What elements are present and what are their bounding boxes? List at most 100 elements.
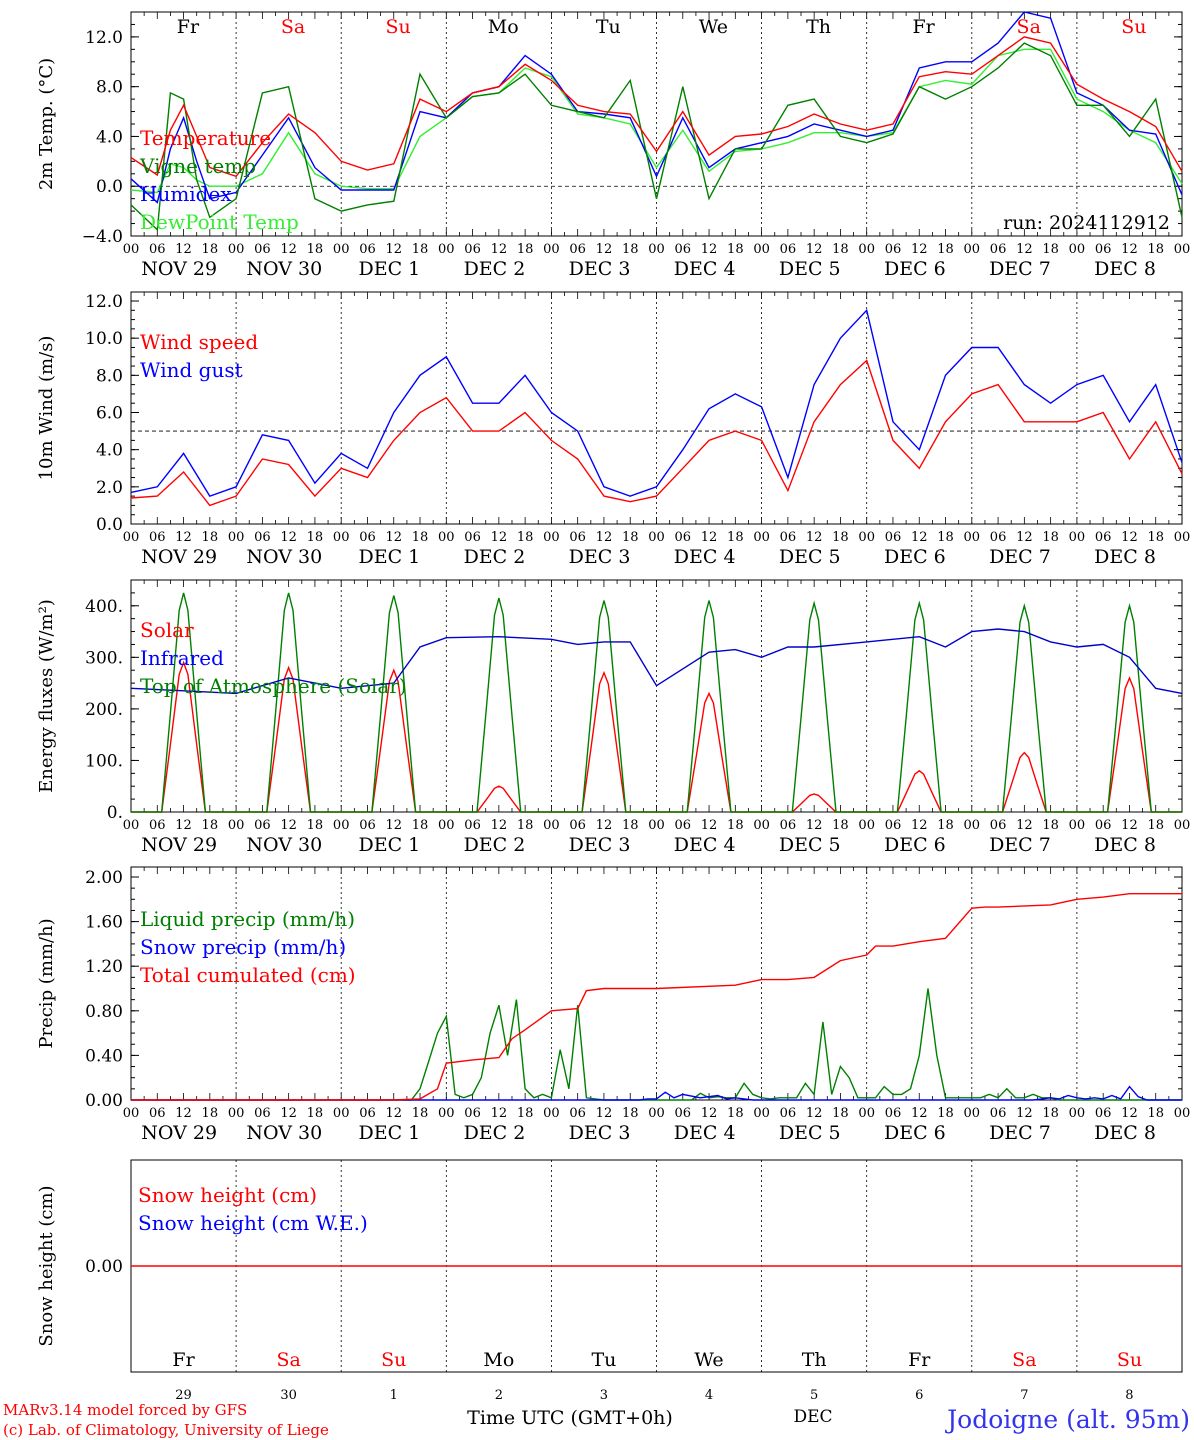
hour-tick-label: 12 — [385, 818, 402, 833]
day-number-label: 3 — [600, 1388, 608, 1403]
footer-copyright: (c) Lab. of Climatology, University of L… — [3, 1421, 329, 1439]
weekday-label: Sa — [276, 1349, 300, 1371]
hour-tick-label: 12 — [1121, 242, 1138, 257]
y-tick-label: 0.0 — [96, 177, 123, 197]
hour-tick-label: 00 — [543, 1106, 560, 1121]
hour-tick-label: 12 — [806, 818, 823, 833]
y-tick-label: 0.40 — [85, 1046, 123, 1066]
hour-tick-label: 00 — [438, 1106, 455, 1121]
hour-tick-label: 18 — [1147, 242, 1164, 257]
weekday-label: Sa — [1012, 1349, 1036, 1371]
hour-tick-label: 12 — [911, 530, 928, 545]
weekday-label: Fr — [177, 16, 200, 38]
y-tick-label: 12.0 — [85, 292, 123, 312]
date-label: NOV 30 — [246, 546, 322, 568]
date-label: DEC 6 — [884, 1122, 946, 1144]
hour-tick-label: 06 — [149, 242, 166, 257]
hour-tick-label: 18 — [307, 1106, 324, 1121]
date-label: NOV 29 — [141, 834, 217, 856]
hour-tick-label: 00 — [333, 242, 350, 257]
hour-tick-label: 18 — [832, 242, 849, 257]
y-tick-label: 200. — [85, 700, 123, 720]
y-tick-label: 1.20 — [85, 957, 123, 977]
hour-tick-label: 06 — [149, 1106, 166, 1121]
hour-tick-label: 00 — [123, 1106, 140, 1121]
series-top-of-atmosphere-solar- — [131, 592, 1182, 813]
y-tick-label: 4.0 — [96, 441, 123, 461]
hour-tick-label: 06 — [464, 242, 481, 257]
hour-tick-label: 00 — [438, 242, 455, 257]
hour-tick-label: 00 — [753, 530, 770, 545]
hour-tick-label: 06 — [885, 242, 902, 257]
hour-tick-label: 00 — [333, 1106, 350, 1121]
hour-tick-label: 18 — [937, 818, 954, 833]
hour-tick-label: 12 — [175, 242, 192, 257]
hour-tick-label: 18 — [202, 242, 219, 257]
date-label: DEC 1 — [358, 546, 420, 568]
hour-tick-label: 00 — [1174, 1106, 1191, 1121]
hour-tick-label: 18 — [937, 530, 954, 545]
hour-tick-label: 18 — [832, 530, 849, 545]
hour-tick-label: 06 — [1095, 530, 1112, 545]
hour-tick-label: 00 — [858, 242, 875, 257]
day-number-label: 8 — [1125, 1388, 1133, 1403]
hour-tick-label: 12 — [280, 242, 297, 257]
hour-tick-label: 12 — [175, 818, 192, 833]
date-label: DEC 7 — [989, 1122, 1051, 1144]
hour-tick-label: 06 — [780, 818, 797, 833]
run-annotation: run: 2024112912 — [1003, 212, 1170, 234]
hour-tick-label: 18 — [622, 242, 639, 257]
hour-tick-label: 18 — [1147, 818, 1164, 833]
y-tick-label: 1.60 — [85, 913, 123, 933]
hour-tick-label: 12 — [806, 530, 823, 545]
y-axis-label: 10m Wind (m/s) — [36, 336, 57, 481]
hour-tick-label: 12 — [280, 530, 297, 545]
hour-tick-label: 18 — [412, 242, 429, 257]
hour-tick-label: 12 — [596, 1106, 613, 1121]
hour-tick-label: 12 — [175, 530, 192, 545]
hour-tick-label: 06 — [569, 530, 586, 545]
y-tick-label: 12.0 — [85, 28, 123, 48]
hour-tick-label: 06 — [990, 818, 1007, 833]
hour-tick-label: 18 — [202, 530, 219, 545]
date-label: NOV 30 — [246, 834, 322, 856]
hour-tick-label: 00 — [858, 1106, 875, 1121]
hour-tick-label: 18 — [832, 818, 849, 833]
date-label: NOV 29 — [141, 1122, 217, 1144]
legend-entry: Wind gust — [140, 358, 243, 382]
series-infrared — [130, 628, 1183, 695]
y-tick-label: 300. — [85, 648, 123, 668]
date-label: NOV 29 — [141, 546, 217, 568]
hour-tick-label: 00 — [648, 242, 665, 257]
date-label: DEC 1 — [358, 258, 420, 280]
hour-tick-label: 18 — [727, 818, 744, 833]
hour-tick-label: 18 — [412, 530, 429, 545]
date-label: DEC 2 — [464, 1122, 526, 1144]
hour-tick-label: 00 — [858, 818, 875, 833]
hour-tick-label: 00 — [648, 530, 665, 545]
y-tick-label: 6.0 — [96, 404, 123, 424]
hour-tick-label: 12 — [1016, 818, 1033, 833]
date-label: DEC 5 — [779, 546, 841, 568]
hour-tick-label: 06 — [149, 530, 166, 545]
date-label: DEC 7 — [989, 834, 1051, 856]
hour-tick-label: 06 — [569, 242, 586, 257]
weekday-label: Su — [381, 1349, 406, 1371]
hour-tick-label: 00 — [964, 530, 981, 545]
series-snow-precip-mm-h- — [131, 1085, 1182, 1101]
hour-tick-label: 06 — [675, 818, 692, 833]
hour-tick-label: 06 — [885, 1106, 902, 1121]
weekday-label: Fr — [172, 1349, 195, 1371]
y-tick-label: 0. — [107, 803, 123, 823]
hour-tick-label: 00 — [858, 530, 875, 545]
footer-model: MARv3.14 model forced by GFS — [3, 1401, 247, 1419]
legend-entry: Snow height (cm) — [138, 1183, 317, 1207]
hour-tick-label: 12 — [806, 1106, 823, 1121]
y-tick-label: 100. — [85, 751, 123, 771]
hour-tick-label: 12 — [491, 242, 508, 257]
hour-tick-label: 12 — [596, 242, 613, 257]
date-label: DEC 3 — [569, 258, 631, 280]
series-wind-gust — [130, 308, 1183, 497]
hour-tick-label: 06 — [464, 818, 481, 833]
